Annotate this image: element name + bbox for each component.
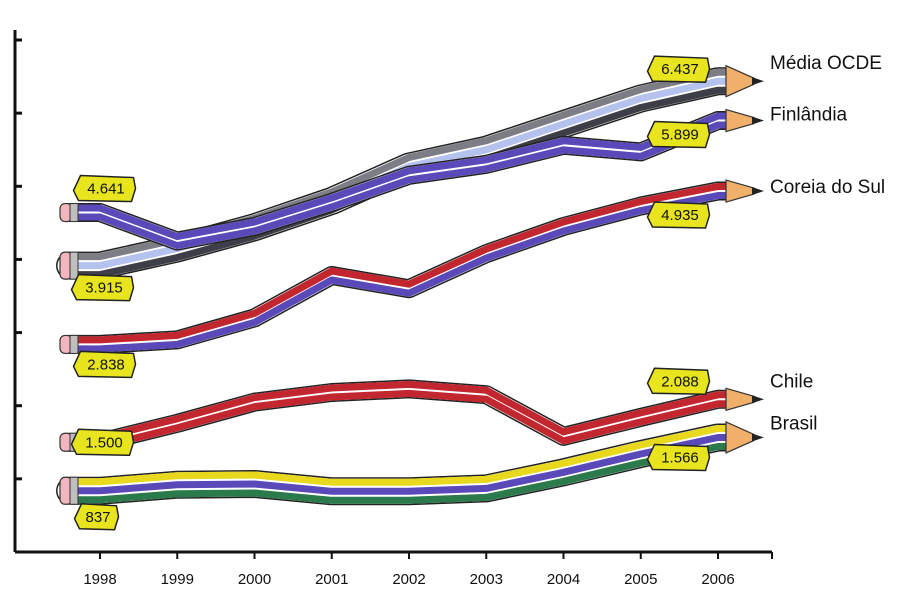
value-label: 2.838 [87, 356, 125, 373]
pencil-lead [752, 187, 764, 196]
value-box [70, 428, 135, 457]
series-line [70, 380, 726, 442]
start-value: 4.641 [72, 174, 137, 203]
x-tick-label: 2002 [392, 571, 425, 588]
x-tick-label: 2001 [315, 571, 348, 588]
series-line [70, 183, 726, 344]
start-value: 1.500 [70, 428, 135, 457]
value-box [646, 201, 711, 229]
series-name: Finlândia [770, 105, 848, 126]
pencil-ferrule [69, 476, 79, 505]
pencil-ferrule [69, 334, 79, 354]
pencil-tip [725, 179, 755, 203]
value-label: 5.899 [661, 127, 699, 144]
value-box [70, 273, 135, 302]
end-value: 4.935 [646, 201, 711, 229]
series-line [70, 389, 726, 451]
end-value: 2.088 [646, 367, 711, 396]
x-tick-label: 1999 [161, 571, 194, 588]
pencil-lead [752, 116, 764, 125]
pencil-lead [752, 395, 764, 404]
series-name: Média OCDE [770, 53, 882, 74]
pencil-tip [725, 108, 755, 133]
value-box [72, 350, 137, 379]
value-box [646, 367, 711, 396]
value-box [73, 503, 120, 531]
start-value: 837 [73, 503, 120, 531]
series-coreia-do-sul [59, 179, 764, 355]
value-box [72, 174, 137, 203]
x-tick-label: 2003 [470, 571, 503, 588]
x-tick-label: 2000 [238, 571, 271, 588]
end-value: 6.437 [646, 55, 711, 83]
axes: 1998 1999 2000 2001 2002 2003 2004 2005 2006 [13, 30, 773, 588]
value-label: 6.437 [661, 61, 699, 78]
end-value: 5.899 [646, 120, 711, 149]
series-gap [62, 380, 734, 451]
value-label: 837 [85, 509, 110, 526]
end-value: 1.566 [646, 443, 711, 472]
value-label: 4.935 [661, 207, 699, 224]
value-box [646, 443, 711, 472]
labels: Média OCDE 3.915 6.437 Finlândia 4.641 5.899 C… [70, 53, 885, 531]
value-label: 1.500 [85, 434, 123, 451]
x-tick-label: 2006 [701, 571, 734, 588]
series-gap [62, 183, 734, 353]
value-box [646, 55, 711, 83]
pencil-ferrule [69, 203, 79, 223]
value-label: 4.641 [87, 181, 125, 198]
value-label: 2.088 [661, 373, 699, 390]
x-tick-label: 2005 [624, 571, 657, 588]
pencil-ferrule [69, 251, 79, 280]
x-tick-label: 1998 [83, 571, 116, 588]
pencil-lead [752, 433, 764, 442]
start-value: 3.915 [70, 273, 135, 302]
series-line [70, 68, 726, 261]
series-chile [59, 379, 764, 452]
pencil-tip [725, 387, 755, 412]
start-value: 2.838 [72, 350, 137, 379]
pencil-lead [752, 77, 764, 86]
value-label: 3.915 [85, 280, 123, 297]
series-line [70, 425, 726, 486]
series-name: Brasil [770, 413, 818, 434]
series-name: Chile [770, 371, 813, 392]
value-box [646, 120, 711, 149]
pencil-tip [725, 64, 755, 98]
series-name: Coreia do Sul [770, 177, 885, 198]
pencil-tip [725, 421, 755, 454]
value-label: 1.566 [661, 449, 699, 466]
x-tick-label: 2004 [547, 571, 580, 588]
